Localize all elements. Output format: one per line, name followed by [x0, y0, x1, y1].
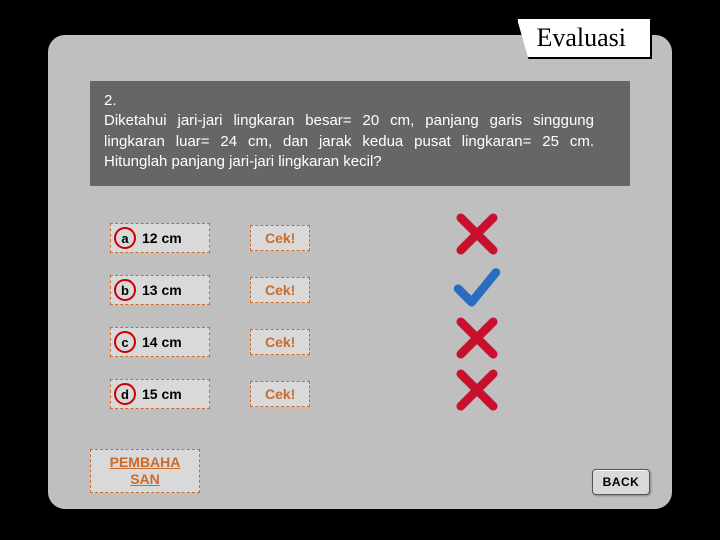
option-letter: a — [114, 227, 136, 249]
question-number: 2. — [104, 91, 124, 111]
x-mark-icon — [450, 207, 504, 261]
option-row: d 15 cm Cek! — [110, 371, 630, 417]
cek-button-b[interactable]: Cek! — [250, 277, 310, 303]
options-list: a 12 cm Cek! b 13 cm Cek! c 14 cm — [110, 215, 630, 423]
pembahasan-line2: SAN — [130, 471, 160, 487]
option-row: b 13 cm Cek! — [110, 267, 630, 313]
option-c[interactable]: c 14 cm — [110, 327, 210, 357]
option-label: 12 cm — [142, 230, 182, 246]
cek-button-c[interactable]: Cek! — [250, 329, 310, 355]
option-letter: d — [114, 383, 136, 405]
check-mark-icon — [450, 259, 504, 313]
question-box: 2. Diketahui jari-jari lingkaran besar= … — [90, 81, 630, 186]
title-tab: Evaluasi — [516, 17, 652, 59]
option-d[interactable]: d 15 cm — [110, 379, 210, 409]
cek-button-a[interactable]: Cek! — [250, 225, 310, 251]
pembahasan-button[interactable]: PEMBAHA SAN — [90, 449, 200, 493]
cek-button-d[interactable]: Cek! — [250, 381, 310, 407]
option-row: a 12 cm Cek! — [110, 215, 630, 261]
back-button[interactable]: BACK — [592, 469, 650, 495]
option-label: 13 cm — [142, 282, 182, 298]
option-label: 14 cm — [142, 334, 182, 350]
x-mark-icon — [450, 363, 504, 417]
option-b[interactable]: b 13 cm — [110, 275, 210, 305]
option-row: c 14 cm Cek! — [110, 319, 630, 365]
x-mark-icon — [450, 311, 504, 365]
option-letter: c — [114, 331, 136, 353]
option-letter: b — [114, 279, 136, 301]
main-panel: Evaluasi 2. Diketahui jari-jari lingkara… — [45, 32, 675, 512]
option-a[interactable]: a 12 cm — [110, 223, 210, 253]
pembahasan-line1: PEMBAHA — [110, 454, 181, 470]
option-label: 15 cm — [142, 386, 182, 402]
question-text: Diketahui jari-jari lingkaran besar= 20 … — [104, 111, 594, 172]
